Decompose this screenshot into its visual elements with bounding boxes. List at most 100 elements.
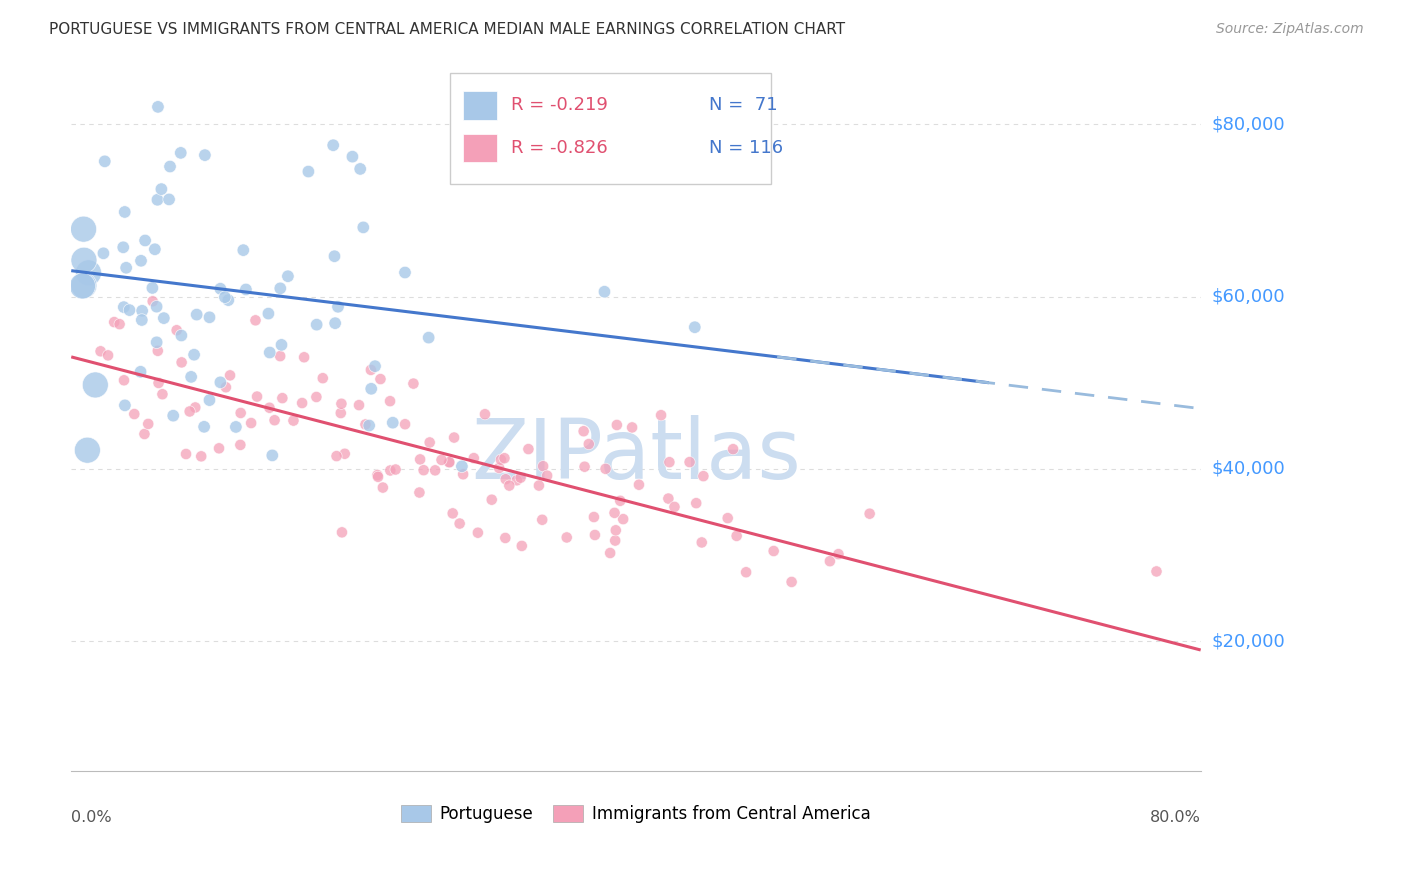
Point xyxy=(859,507,882,521)
Point xyxy=(325,449,347,463)
Point xyxy=(574,459,596,474)
Point xyxy=(347,398,370,412)
Point xyxy=(498,478,520,492)
Point xyxy=(229,406,252,420)
Point xyxy=(780,574,803,589)
Point xyxy=(510,539,533,553)
Point xyxy=(430,453,453,467)
FancyBboxPatch shape xyxy=(450,73,772,184)
Point xyxy=(762,544,785,558)
Point xyxy=(1146,565,1168,579)
Point xyxy=(198,310,221,325)
Point xyxy=(124,407,146,421)
Point xyxy=(599,546,621,560)
Point xyxy=(257,307,280,321)
Point xyxy=(209,376,232,390)
Point xyxy=(818,554,841,568)
Point xyxy=(269,281,291,295)
Point xyxy=(333,447,356,461)
Point xyxy=(90,344,112,359)
Point xyxy=(108,317,131,331)
Point xyxy=(73,253,96,268)
Point xyxy=(150,182,173,196)
Point xyxy=(103,315,125,329)
Point xyxy=(131,303,153,318)
Point xyxy=(312,371,335,385)
Point xyxy=(366,468,388,483)
Point xyxy=(193,419,215,434)
Legend: Portuguese, Immigrants from Central America: Portuguese, Immigrants from Central Amer… xyxy=(401,805,870,823)
Point xyxy=(93,246,115,260)
Point xyxy=(259,345,281,359)
Point xyxy=(463,451,485,466)
Point xyxy=(84,378,107,392)
Point xyxy=(134,234,156,248)
Point xyxy=(146,193,169,207)
Point xyxy=(603,506,626,520)
Point xyxy=(146,343,169,358)
Point xyxy=(621,420,644,434)
Point xyxy=(441,507,464,521)
Point xyxy=(129,253,152,268)
Point xyxy=(73,278,96,293)
Point xyxy=(578,437,600,451)
Point xyxy=(198,393,221,408)
Point xyxy=(270,338,292,352)
Point xyxy=(612,512,634,526)
Point xyxy=(370,372,392,386)
Point xyxy=(283,414,305,428)
Point xyxy=(114,205,136,219)
Point xyxy=(531,513,554,527)
Point xyxy=(360,382,382,396)
Point xyxy=(174,447,197,461)
Text: 0.0%: 0.0% xyxy=(72,810,112,825)
Point xyxy=(235,283,257,297)
Point xyxy=(225,420,247,434)
Point xyxy=(360,363,382,377)
Point xyxy=(531,459,554,474)
Point xyxy=(354,417,377,432)
Point xyxy=(451,459,474,474)
Point xyxy=(506,473,529,487)
Point xyxy=(494,531,516,545)
Point xyxy=(194,148,217,162)
Point xyxy=(582,510,605,524)
Point xyxy=(443,431,465,445)
Point xyxy=(170,328,193,343)
Point xyxy=(134,427,156,442)
Point xyxy=(179,404,201,418)
Point xyxy=(685,496,707,510)
Point xyxy=(76,443,98,458)
Point xyxy=(409,452,432,467)
Point xyxy=(408,485,430,500)
Point xyxy=(263,413,285,427)
Point xyxy=(162,409,184,423)
Point xyxy=(439,455,461,469)
Point xyxy=(262,449,284,463)
Point xyxy=(593,285,616,299)
Point xyxy=(690,535,713,549)
Point xyxy=(721,442,744,457)
Point xyxy=(572,424,595,438)
Point xyxy=(683,320,706,334)
Point xyxy=(291,396,314,410)
Point xyxy=(678,455,700,469)
Point xyxy=(240,416,263,430)
Point xyxy=(827,547,849,561)
Point xyxy=(517,442,540,456)
Point xyxy=(359,418,381,433)
Point xyxy=(664,500,686,514)
Point xyxy=(364,359,387,374)
Point xyxy=(481,492,503,507)
Point xyxy=(131,313,153,327)
Point xyxy=(277,269,299,284)
Point xyxy=(330,397,353,411)
Point xyxy=(330,525,353,540)
Point xyxy=(555,531,578,545)
Point xyxy=(423,463,446,477)
Point xyxy=(214,290,236,304)
Point xyxy=(245,313,267,327)
Point xyxy=(394,266,416,280)
Point xyxy=(180,370,202,384)
Text: PORTUGUESE VS IMMIGRANTS FROM CENTRAL AMERICA MEDIAN MALE EARNINGS CORRELATION C: PORTUGUESE VS IMMIGRANTS FROM CENTRAL AM… xyxy=(49,22,845,37)
